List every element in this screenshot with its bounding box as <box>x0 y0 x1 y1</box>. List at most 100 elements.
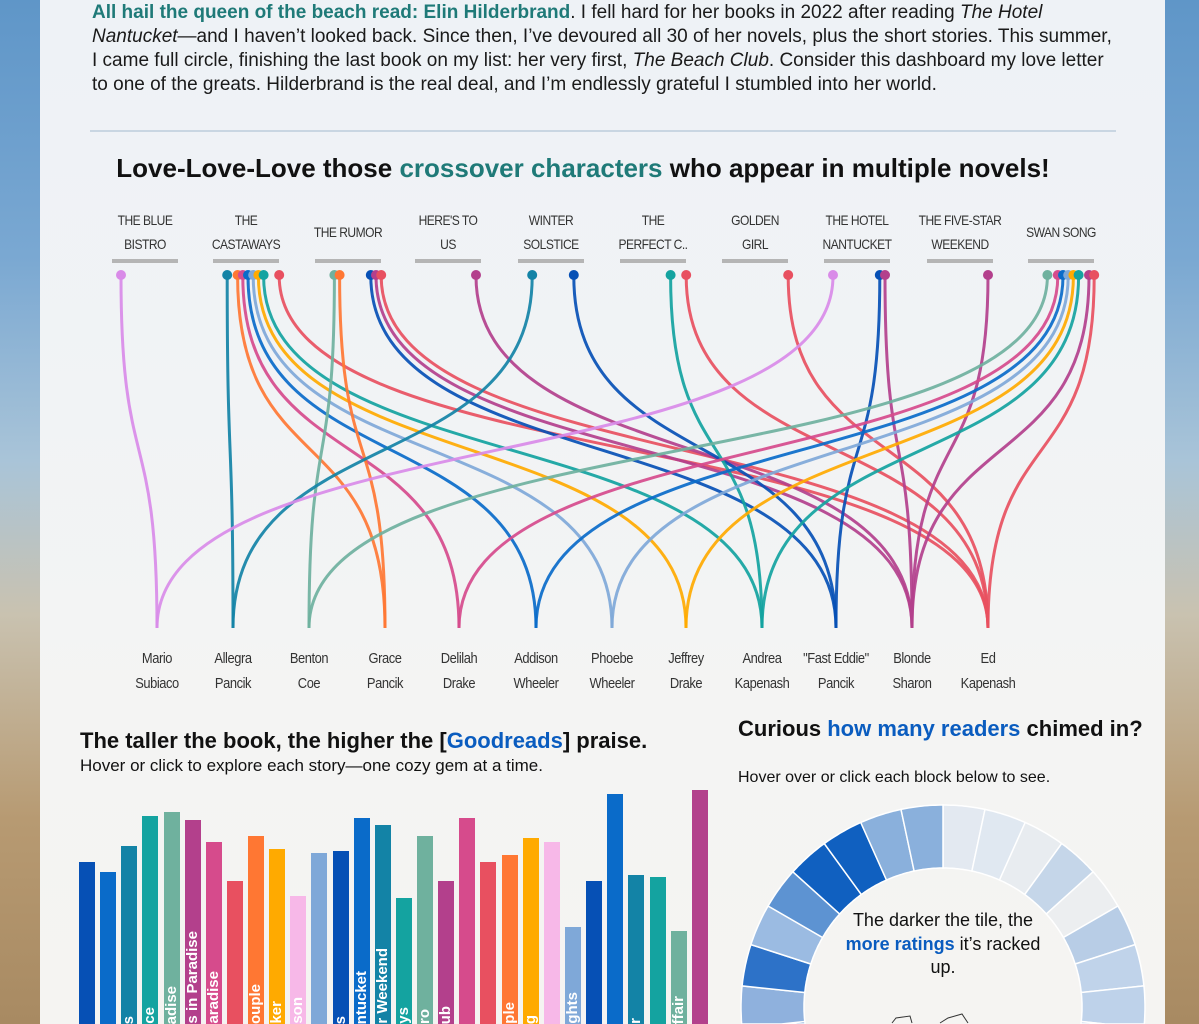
crossover-link[interactable] <box>307 275 336 629</box>
book-bar[interactable] <box>649 876 666 1024</box>
character-label[interactable]: Jeffrey Drake <box>647 646 724 696</box>
book-header[interactable]: THE HOTEL NANTUCKET <box>814 208 900 256</box>
book-bar[interactable] <box>353 818 370 1024</box>
book-bar[interactable] <box>184 820 201 1024</box>
book-bar[interactable] <box>374 824 391 1024</box>
book-header[interactable]: SWAN SONG <box>1018 220 1104 244</box>
link-dot[interactable] <box>880 270 890 280</box>
rating-tile[interactable] <box>740 985 806 1024</box>
crossover-link[interactable] <box>277 275 990 629</box>
character-label[interactable]: Grace Pancik <box>346 646 423 696</box>
crossover-link[interactable] <box>883 275 914 629</box>
book-bar[interactable] <box>269 848 286 1024</box>
link-dot[interactable] <box>983 270 993 280</box>
book-bar[interactable] <box>163 811 180 1024</box>
book-header[interactable]: THE PERFECT C.. <box>610 208 696 256</box>
crossover-link[interactable] <box>246 275 538 629</box>
crossover-link[interactable] <box>155 275 835 629</box>
link-dot[interactable] <box>1089 270 1100 280</box>
book-header[interactable]: THE FIVE-STAR WEEKEND <box>917 208 1003 256</box>
crossover-link[interactable] <box>534 275 1065 629</box>
book-bar[interactable] <box>480 861 497 1024</box>
link-dot[interactable] <box>222 270 233 280</box>
book-header[interactable]: GOLDEN GIRL <box>712 208 798 256</box>
link-dot[interactable] <box>527 270 538 280</box>
crossover-link[interactable] <box>374 275 914 629</box>
book-bar[interactable] <box>248 835 265 1024</box>
book-bar[interactable] <box>417 835 434 1024</box>
link-dot[interactable] <box>334 270 345 280</box>
book-bar[interactable] <box>459 818 476 1024</box>
book-bar[interactable] <box>290 896 307 1024</box>
character-label[interactable]: Mario Subiaco <box>118 646 195 696</box>
book-bar[interactable] <box>121 846 138 1024</box>
link-dot[interactable] <box>1042 270 1053 280</box>
crossover-link[interactable] <box>669 275 764 629</box>
book-bar[interactable] <box>438 881 455 1024</box>
book-bar[interactable] <box>142 816 159 1024</box>
crossover-link[interactable] <box>760 275 1081 629</box>
crossover-link[interactable] <box>910 275 990 629</box>
book-bar[interactable] <box>670 931 687 1024</box>
crossover-link[interactable] <box>834 275 882 629</box>
crossover-link[interactable] <box>910 275 1091 629</box>
crossover-link[interactable] <box>225 275 235 629</box>
book-bar[interactable] <box>564 926 581 1024</box>
link-dot[interactable] <box>274 270 285 280</box>
book-header[interactable]: HERE'S TO US <box>405 208 491 256</box>
book-header[interactable]: THE CASTAWAYS <box>203 208 289 256</box>
link-dot[interactable] <box>568 270 579 280</box>
crossover-link[interactable] <box>986 275 1096 629</box>
book-bar[interactable] <box>332 850 349 1024</box>
book-bar[interactable] <box>311 852 328 1024</box>
book-bar[interactable] <box>607 794 624 1024</box>
crossover-link[interactable] <box>231 275 534 629</box>
link-dot[interactable] <box>471 270 481 280</box>
crossover-link[interactable] <box>307 275 1049 629</box>
book-bar[interactable] <box>501 855 518 1024</box>
link-dot[interactable] <box>1073 270 1084 280</box>
crossover-link[interactable] <box>369 275 838 629</box>
link-dot[interactable] <box>116 270 126 280</box>
crossover-link[interactable] <box>262 275 764 629</box>
goodreads-link[interactable]: Goodreads <box>446 728 563 753</box>
book-bar[interactable] <box>226 881 243 1024</box>
crossover-link[interactable] <box>457 275 1060 629</box>
link-dot[interactable] <box>376 270 387 280</box>
link-dot[interactable] <box>665 270 676 280</box>
crossover-link[interactable] <box>572 275 838 629</box>
book-header[interactable]: WINTER SOLSTICE <box>508 208 594 256</box>
crossover-link[interactable] <box>684 275 1075 629</box>
character-label[interactable]: Delilah Drake <box>420 646 497 696</box>
crossover-link[interactable] <box>251 275 614 629</box>
book-bar[interactable] <box>522 837 539 1024</box>
character-label[interactable]: Addison Wheeler <box>497 646 574 696</box>
crossover-link[interactable] <box>256 275 688 629</box>
link-dot[interactable] <box>258 270 269 280</box>
character-label[interactable]: Phoebe Wheeler <box>573 646 650 696</box>
book-bar[interactable] <box>79 861 95 1024</box>
book-bar[interactable] <box>543 842 560 1024</box>
rating-tile[interactable] <box>1080 985 1146 1024</box>
book-bar[interactable] <box>691 790 708 1024</box>
book-header[interactable]: THE RUMOR <box>305 220 391 244</box>
book-header[interactable]: THE BLUE BISTRO <box>102 208 188 256</box>
crossover-link[interactable] <box>610 275 1070 629</box>
character-label[interactable]: "Fast Eddie" Pancik <box>797 646 874 696</box>
character-label[interactable]: Blonde Sharon <box>873 646 950 696</box>
character-label[interactable]: Allegra Pancik <box>194 646 271 696</box>
book-bar[interactable] <box>628 874 645 1024</box>
book-bar[interactable] <box>205 842 222 1024</box>
link-dot[interactable] <box>681 270 692 280</box>
book-bar[interactable] <box>395 898 412 1024</box>
character-label[interactable]: Benton Coe <box>270 646 347 696</box>
book-bar[interactable] <box>586 881 603 1024</box>
rating-tile[interactable] <box>900 804 944 872</box>
crossover-link[interactable] <box>338 275 387 629</box>
crossover-link[interactable] <box>236 275 387 629</box>
link-dot[interactable] <box>828 270 838 280</box>
crossover-link[interactable] <box>119 275 159 629</box>
character-label[interactable]: Ed Kapenash <box>949 646 1026 696</box>
character-label[interactable]: Andrea Kapenash <box>723 646 800 696</box>
crossover-link[interactable] <box>241 275 461 629</box>
